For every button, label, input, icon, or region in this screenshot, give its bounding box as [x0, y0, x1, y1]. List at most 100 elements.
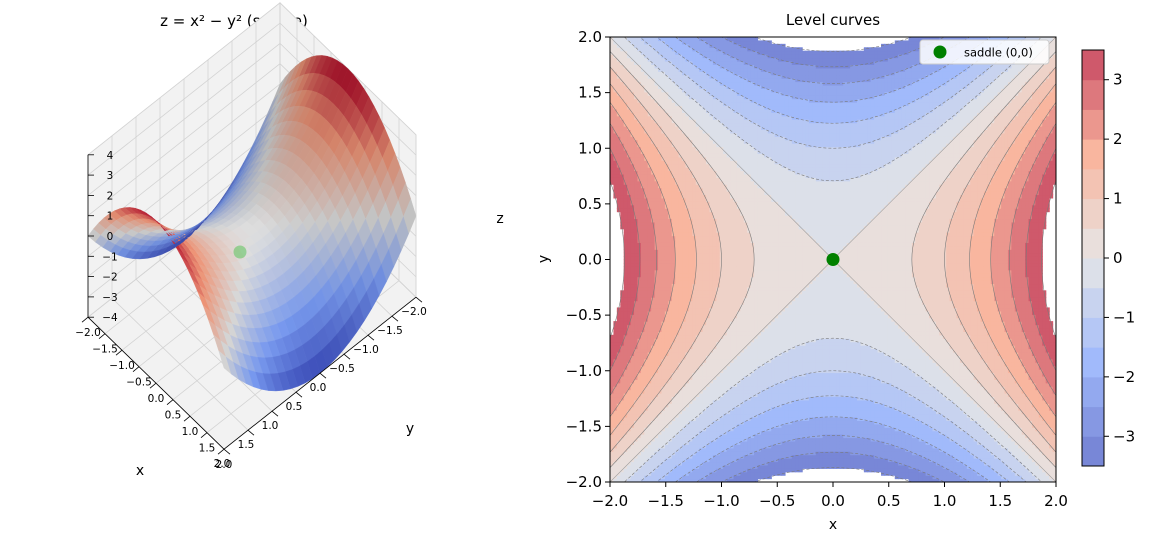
contour-cell: [651, 198, 655, 202]
contour-cell: [706, 283, 710, 287]
contour-cell: [631, 68, 635, 72]
contour-cell: [661, 438, 665, 442]
contour-cell: [620, 475, 624, 479]
contour-cell: [679, 283, 683, 287]
contour-cell: [709, 47, 713, 51]
contour-cell: [644, 266, 648, 270]
contour-cell: [675, 239, 679, 243]
contour-cell: [696, 201, 700, 205]
contour-cell: [644, 75, 648, 79]
contour-cell: [689, 369, 693, 373]
contour-cell: [706, 420, 710, 424]
contour-cell: [713, 85, 717, 89]
contour-cell: [696, 153, 700, 157]
contour-cell: [703, 393, 707, 397]
contour-cell: [634, 37, 638, 41]
contour-cell: [637, 109, 641, 113]
contour-cell: [689, 47, 693, 51]
contour-cell: [665, 123, 669, 127]
contour-cell: [720, 321, 724, 325]
contour-cell: [679, 366, 683, 370]
contour-cell: [716, 188, 720, 192]
contour-cell: [720, 171, 724, 175]
contour-cell: [685, 105, 689, 109]
contour-cell: [709, 465, 713, 469]
contour-cell: [624, 273, 628, 277]
contour-cell: [651, 352, 655, 356]
contour-cell: [703, 403, 707, 407]
contour-cell: [723, 297, 727, 301]
contour-cell: [644, 225, 648, 229]
contour-cell: [634, 325, 638, 329]
contour-cell: [655, 383, 659, 387]
contour-cell: [644, 212, 648, 216]
contour-cell: [648, 434, 652, 438]
contour-cell: [709, 102, 713, 106]
contour-cell: [665, 150, 669, 154]
contour-cell: [644, 352, 648, 356]
contour-cell: [610, 44, 614, 48]
contour-cell: [668, 393, 672, 397]
contour-cell: [709, 369, 713, 373]
contour-cell: [672, 37, 676, 41]
contour-cell: [661, 205, 665, 209]
contour-cell: [709, 147, 713, 151]
contour-cell: [685, 147, 689, 151]
contour-cell: [651, 71, 655, 75]
y-tick: [218, 449, 224, 454]
contour-cell: [699, 167, 703, 171]
contour-cell: [720, 301, 724, 305]
contour-cell: [720, 458, 724, 462]
contour-cell: [631, 147, 635, 151]
contour-cell: [713, 253, 717, 257]
contour-cell: [696, 461, 700, 465]
contour-cell: [696, 342, 700, 346]
contour-cell: [631, 188, 635, 192]
contour-cell: [672, 345, 676, 349]
contour-cell: [648, 157, 652, 161]
contour-cell: [685, 222, 689, 226]
contour-cell: [692, 451, 696, 455]
contour-cell: [641, 143, 645, 147]
contour-cell: [706, 280, 710, 284]
contour-cell: [720, 444, 724, 448]
contour-cell: [713, 174, 717, 178]
contour-cell: [610, 47, 614, 51]
contour-cell: [682, 184, 686, 188]
contour-cell: [644, 102, 648, 106]
contour-cell: [706, 140, 710, 144]
contour-cell: [610, 82, 614, 86]
contour-cell: [706, 181, 710, 185]
contour-cell: [631, 184, 635, 188]
contour-cell: [634, 427, 638, 431]
contour-cell: [713, 150, 717, 154]
contour-cell: [692, 171, 696, 175]
contour-cell: [641, 383, 645, 387]
contour-cell: [692, 167, 696, 171]
contour-cell: [672, 311, 676, 315]
contour-cell: [703, 314, 707, 318]
contour-cell: [675, 345, 679, 349]
contour-cell: [713, 266, 717, 270]
contour-cell: [658, 171, 662, 175]
contour-cell: [685, 266, 689, 270]
contour-cell: [709, 451, 713, 455]
contour-cell: [672, 102, 676, 106]
contour-cell: [627, 263, 631, 267]
contour-cell: [709, 338, 713, 342]
contour-cell: [709, 314, 713, 318]
contour-cell: [682, 99, 686, 103]
contour-cell: [665, 102, 669, 106]
contour-cell: [689, 88, 693, 92]
contour-cell: [665, 438, 669, 442]
contour-cell: [641, 99, 645, 103]
contour-cell: [692, 297, 696, 301]
contour-cell: [655, 304, 659, 308]
contour-cell: [651, 410, 655, 414]
contour-cell: [692, 208, 696, 212]
contour-cell: [627, 75, 631, 79]
contour-cell: [696, 218, 700, 222]
contour-cell: [709, 198, 713, 202]
contour-cell: [634, 109, 638, 113]
contour-cell: [624, 112, 628, 116]
